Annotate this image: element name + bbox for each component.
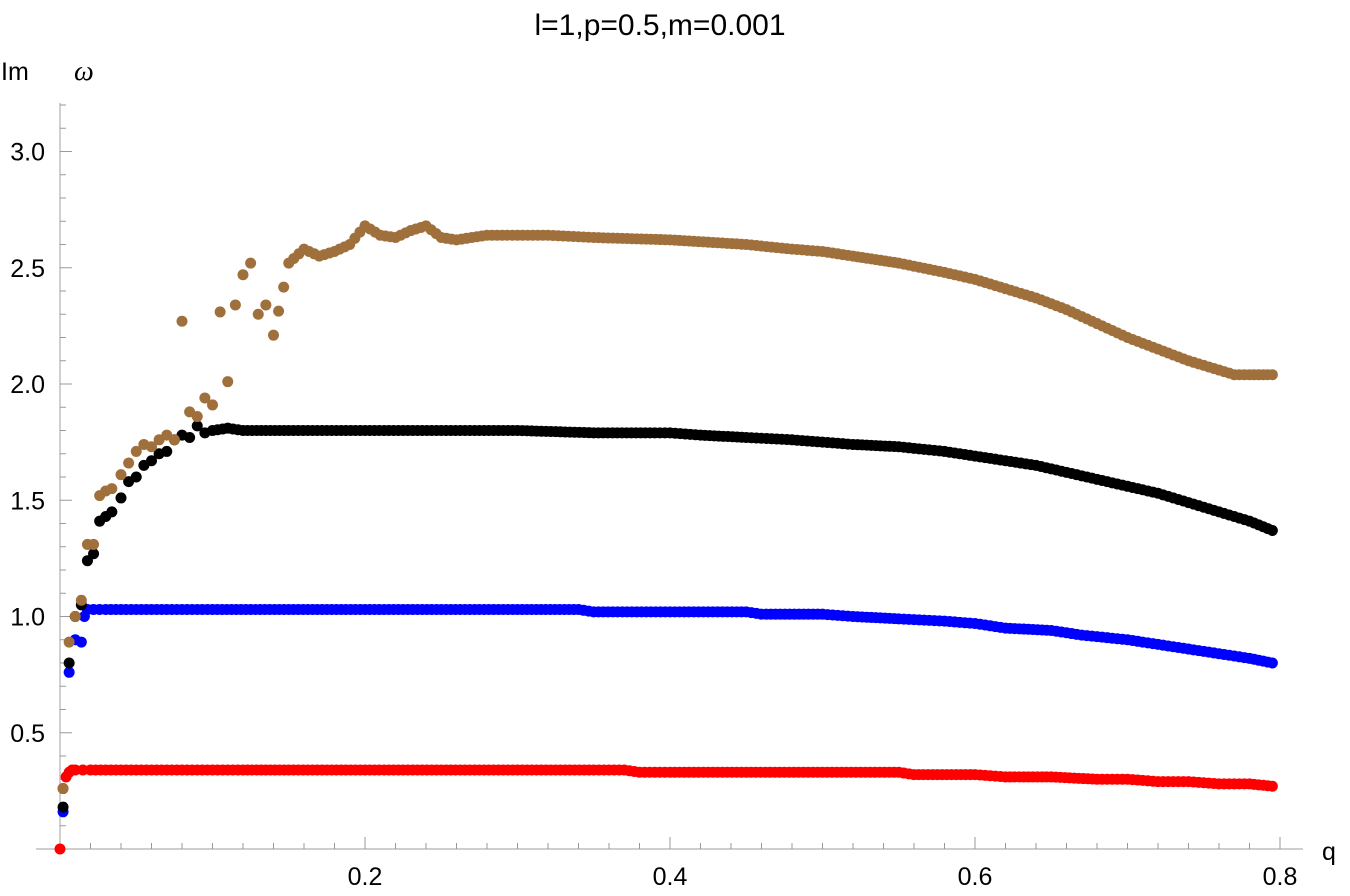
- series-points: [57, 220, 1278, 795]
- y-tick-label: 3.0: [10, 139, 45, 167]
- x-tick-label: 0.6: [958, 863, 993, 891]
- data-point: [75, 594, 87, 606]
- data-point: [146, 441, 157, 453]
- y-tick-label: 1.5: [10, 487, 45, 515]
- data-point: [260, 299, 272, 311]
- data-point: [222, 376, 234, 388]
- y-tick-label: 0.5: [10, 720, 45, 748]
- data-point: [191, 420, 203, 432]
- data-point: [161, 445, 173, 457]
- data-point: [130, 471, 142, 483]
- y-tick-label: 2.0: [10, 371, 45, 399]
- data-point: [278, 281, 290, 293]
- data-point: [1266, 369, 1278, 381]
- x-axis-label: q: [1322, 838, 1336, 866]
- data-point: [168, 434, 180, 446]
- data-point: [1266, 780, 1278, 792]
- x-tick-label: 0.2: [348, 863, 383, 891]
- data-point: [123, 457, 135, 469]
- data-point: [115, 469, 127, 481]
- x-tick-label: 0.4: [653, 863, 688, 891]
- data-point: [63, 657, 75, 669]
- data-point: [214, 306, 226, 318]
- data-point: [184, 431, 196, 443]
- data-point: [207, 399, 218, 411]
- data-point: [130, 445, 142, 457]
- data-point: [1266, 524, 1278, 536]
- data-point: [191, 411, 203, 423]
- series-points: [57, 604, 1278, 818]
- data-points: [54, 220, 1278, 855]
- data-point: [199, 392, 211, 404]
- data-point: [252, 308, 264, 320]
- series-points: [54, 764, 1278, 855]
- chart-title: l=1,p=0.5,m=0.001: [534, 9, 785, 42]
- series-points: [57, 420, 1278, 813]
- data-point: [106, 506, 118, 518]
- data-point: [273, 305, 285, 317]
- data-point: [106, 483, 118, 495]
- x-tick-label: 0.8: [1263, 863, 1298, 891]
- data-point: [69, 764, 81, 776]
- data-point: [63, 636, 75, 648]
- data-point: [57, 801, 69, 813]
- data-point: [1266, 657, 1278, 669]
- data-point: [69, 611, 81, 622]
- data-point: [54, 843, 66, 855]
- data-point: [245, 257, 257, 269]
- x-ticks: 0.2 0.4 0.6 0.8: [90, 837, 1298, 891]
- data-point: [115, 492, 127, 504]
- data-point: [176, 315, 188, 327]
- y-tick-label: 2.5: [10, 255, 45, 283]
- data-point: [57, 783, 69, 795]
- data-point: [77, 764, 89, 776]
- data-point: [88, 548, 100, 560]
- data-point: [75, 636, 87, 648]
- data-point: [237, 269, 249, 281]
- data-point: [63, 666, 75, 678]
- y-axis-label-omega: ω: [74, 56, 94, 87]
- y-tick-label: 1.0: [10, 604, 45, 632]
- data-point: [268, 329, 279, 341]
- data-point: [229, 299, 241, 311]
- y-ticks: 0.5 1.0 1.5 2.0 2.5 3.0: [10, 104, 72, 827]
- data-point: [146, 455, 157, 467]
- y-axis-label-im: Im: [1, 58, 29, 86]
- data-point: [88, 538, 100, 550]
